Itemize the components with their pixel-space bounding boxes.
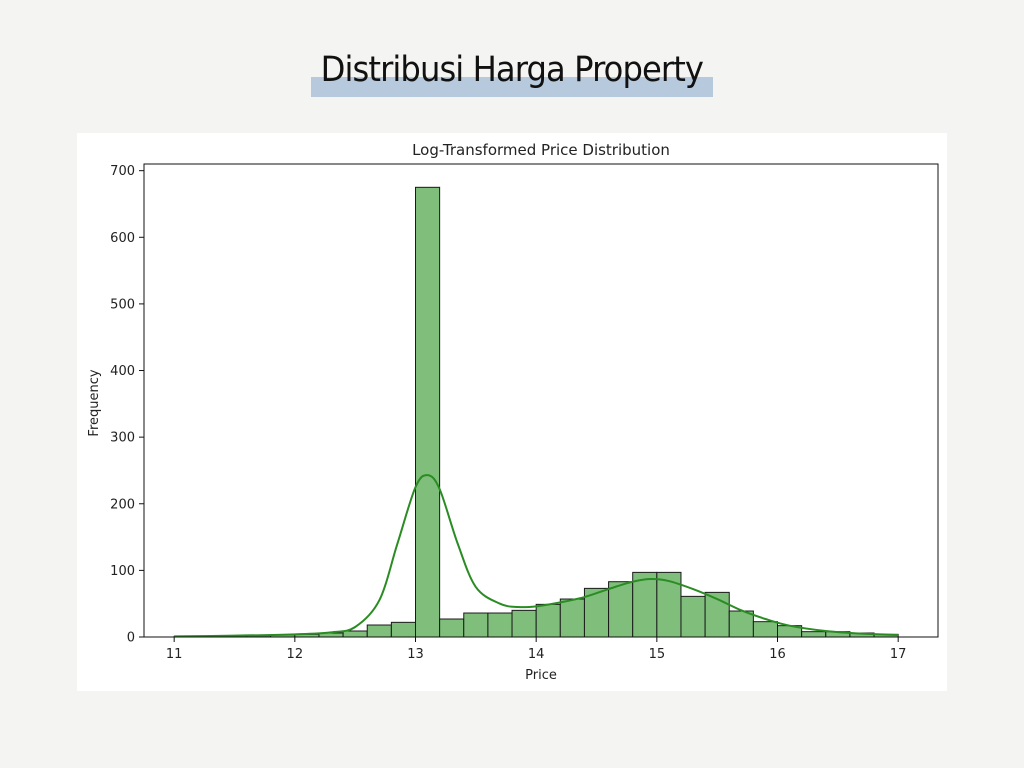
slide-title-area: Distribusi Harga Property (0, 50, 1024, 97)
histogram-bar (728, 610, 754, 638)
x-tick-label: 11 (166, 647, 183, 662)
histogram-bars (173, 186, 899, 638)
histogram-chart: Log-Transformed Price Distribution Price… (87, 141, 939, 683)
histogram-bar (632, 571, 658, 638)
y-axis-label: Frequency (87, 369, 102, 436)
histogram-bar (439, 618, 465, 638)
histogram-bar (559, 598, 585, 638)
histogram-bar (608, 581, 634, 638)
histogram-bar (463, 612, 489, 638)
y-tick-label: 0 (127, 631, 135, 646)
x-tick-label: 13 (407, 647, 424, 662)
x-tick-label: 14 (528, 647, 545, 662)
y-tick-label: 600 (110, 231, 135, 246)
histogram-bar (415, 186, 441, 638)
histogram-bar (390, 621, 417, 638)
y-tick-label: 300 (110, 431, 135, 446)
y-tick-label: 700 (110, 164, 135, 179)
y-tick-label: 400 (110, 364, 135, 379)
x-axis-ticks: 11 12 13 14 15 16 17 (166, 637, 907, 662)
histogram-bar (801, 631, 827, 638)
title-highlight-bar (311, 77, 713, 97)
page-title: Distribusi Harga Property (320, 50, 704, 90)
chart-title: Log-Transformed Price Distribution (412, 141, 670, 159)
histogram-bar (656, 571, 682, 638)
plot-frame (143, 163, 939, 638)
kde-curve (174, 474, 899, 638)
y-tick-label: 200 (110, 497, 135, 512)
histogram-bar (535, 603, 561, 638)
x-tick-label: 17 (890, 647, 907, 662)
y-tick-label: 500 (110, 297, 135, 312)
y-tick-label: 100 (110, 564, 135, 579)
x-tick-label: 12 (287, 647, 304, 662)
histogram-bar (680, 595, 706, 638)
histogram-bar (487, 612, 513, 638)
chart-card: Log-Transformed Price Distribution Price… (77, 133, 947, 691)
x-tick-label: 16 (769, 647, 786, 662)
histogram-bar (511, 609, 537, 638)
histogram-bar (752, 621, 779, 638)
x-tick-label: 15 (649, 647, 666, 662)
histogram-bar (342, 630, 368, 638)
y-axis-ticks: 0 100 200 300 400 500 600 700 (110, 164, 144, 646)
x-axis-label: Price (525, 668, 557, 683)
histogram-bar (366, 624, 392, 638)
